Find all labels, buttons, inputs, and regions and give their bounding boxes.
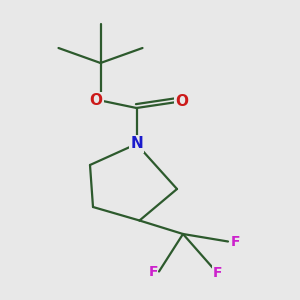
Text: F: F [231,235,240,248]
Text: N: N [130,136,143,152]
Text: F: F [148,265,158,278]
Text: O: O [175,94,188,110]
Text: O: O [89,93,103,108]
Text: F: F [213,266,222,280]
